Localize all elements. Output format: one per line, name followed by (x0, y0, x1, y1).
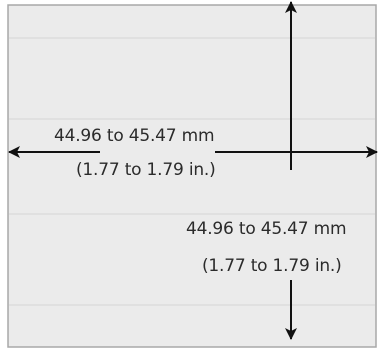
guide-lines (9, 37, 375, 306)
vertical-dimension-inch-label: (1.77 to 1.79 in.) (202, 256, 342, 276)
cutout-panel (7, 4, 377, 348)
vertical-dimension-mm-label: 44.96 to 45.47 mm (186, 219, 347, 239)
horizontal-dimension-mm-label: 44.96 to 45.47 mm (54, 126, 215, 146)
horizontal-dimension-inch-label: (1.77 to 1.79 in.) (76, 160, 216, 180)
